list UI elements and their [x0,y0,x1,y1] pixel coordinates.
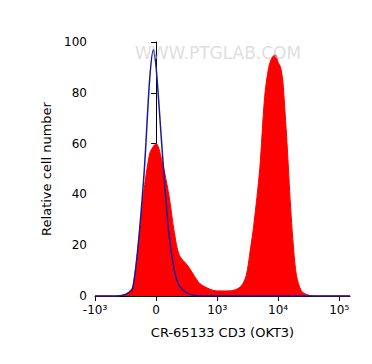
svg-text:40: 40 [72,187,87,201]
svg-text:10⁵: 10⁵ [329,303,349,317]
svg-text:80: 80 [72,86,87,100]
svg-text:Relative cell number: Relative cell number [39,101,54,235]
svg-text:60: 60 [72,137,87,151]
svg-text:10³: 10³ [207,303,227,317]
svg-text:0: 0 [152,303,160,317]
svg-text:-10³: -10³ [83,303,108,317]
svg-text:WWW.PTGLAB.COM: WWW.PTGLAB.COM [135,43,301,63]
svg-text:20: 20 [72,238,87,252]
svg-text:100: 100 [64,35,87,49]
svg-text:CR-65133 CD3 (OKT3): CR-65133 CD3 (OKT3) [151,325,294,340]
svg-text:0: 0 [79,289,87,303]
svg-text:10⁴: 10⁴ [268,303,288,317]
